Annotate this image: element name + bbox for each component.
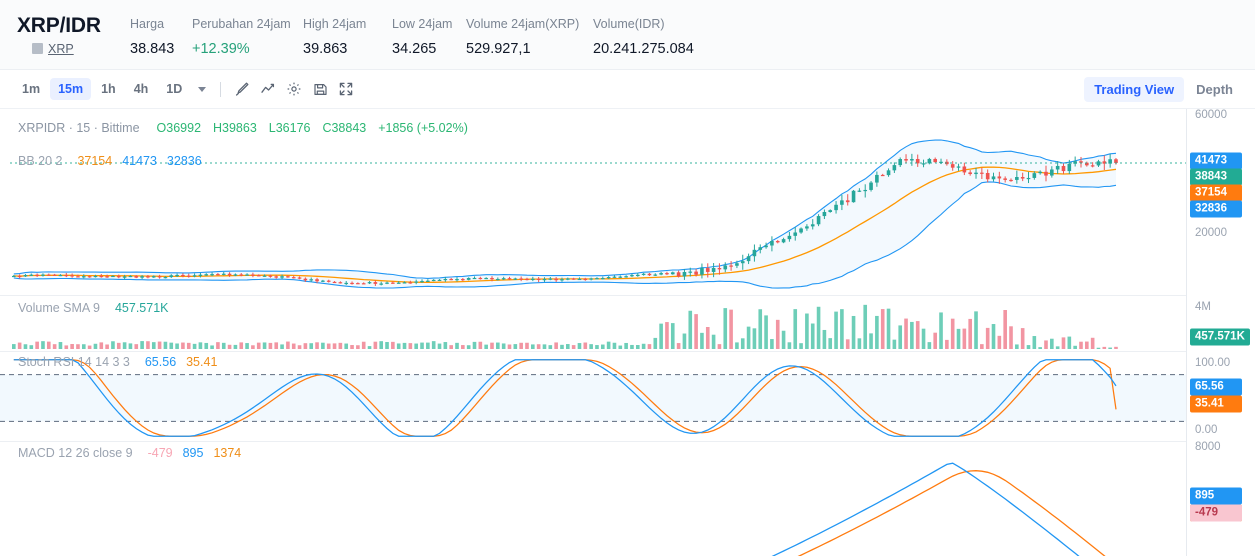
axis-price-badge: 38843 xyxy=(1190,168,1242,186)
axis-tick: 0.00 xyxy=(1195,424,1218,436)
legend-close-key: C xyxy=(322,121,332,135)
coin-row: XRP xyxy=(17,42,120,56)
timeframe-4h[interactable]: 4h xyxy=(133,82,149,96)
legend-high: 39863 xyxy=(222,121,257,135)
legend-stoch-name: Stoch RSI 14 14 3 3 xyxy=(18,355,130,369)
timeframe-15m[interactable]: 15m xyxy=(50,78,92,100)
legend-macd-signal: 895 xyxy=(182,446,204,460)
axis-price-badge: 41473 xyxy=(1190,152,1242,170)
legend-stoch-d: 35.41 xyxy=(186,355,218,369)
stat-label: Volume 24jam(XRP) xyxy=(466,16,580,31)
view-tab-depth[interactable]: Depth xyxy=(1196,81,1233,97)
axis-price-badge: 35.41 xyxy=(1190,395,1242,413)
toolbar-divider xyxy=(220,81,222,97)
legend-bb-mid: 37154 xyxy=(77,154,113,168)
axis-tick: 60000 xyxy=(1195,109,1227,121)
legend-price: XRPIDR · 15 · Bittime O36992 H39863 L361… xyxy=(18,121,468,136)
timeframe-1h[interactable]: 1h xyxy=(101,82,116,96)
axis-tick: 4M xyxy=(1195,301,1211,313)
legend-bb-upper: 41473 xyxy=(122,154,157,168)
timeframe-1m[interactable]: 1m xyxy=(22,82,41,96)
legend-bb-name: BB 20 2 xyxy=(18,154,63,168)
price-axis[interactable]: 60000 20000 4M 100.00 0.00 8000 41473 38843 3715… xyxy=(1186,109,1255,556)
stat-value: 39.863 xyxy=(303,40,348,57)
stat-label: Low 24jam xyxy=(392,16,453,31)
stat-value: 20.241.275.084 xyxy=(593,40,694,57)
stat-label: Perubahan 24jam xyxy=(192,16,291,31)
legend-bb-lower: 32836 xyxy=(166,154,202,168)
legend-high-key: H xyxy=(213,121,223,135)
legend-open: 36992 xyxy=(166,121,202,135)
axis-price-badge: -479 xyxy=(1190,504,1242,522)
legend-low: 36176 xyxy=(275,121,311,135)
stat-label: High 24jam xyxy=(303,16,367,31)
page-title: XRP/IDR xyxy=(17,13,101,37)
legend-change: +1856 (+5.02%) xyxy=(378,121,468,135)
pane-divider-stoch xyxy=(0,351,1186,352)
chart-toolbar: 1m 15m 1h 4h 1D xyxy=(0,70,1255,109)
fullscreen-icon[interactable] xyxy=(333,77,359,101)
market-stats: Harga 38.843 Perubahan 24jam +12.39% High 24… xyxy=(120,0,1255,70)
pane-divider-volume xyxy=(0,295,1186,296)
view-tab-trading-view[interactable]: Trading View xyxy=(1084,76,1185,102)
axis-price-badge: 895 xyxy=(1190,487,1242,505)
stat-0: Harga 38.843 xyxy=(130,16,174,58)
axis-price-badge: 32836 xyxy=(1190,200,1242,218)
legend-stoch-rsi[interactable]: Stoch RSI 14 14 3 3 65.56 35.41 xyxy=(18,355,217,370)
legend-stoch-k: 65.56 xyxy=(144,355,177,369)
stat-5: Volume(IDR) 20.241.275.084 xyxy=(593,16,694,58)
axis-price-badge: 37154 xyxy=(1190,184,1242,202)
draw-pen-icon[interactable] xyxy=(229,77,255,101)
chart-canvas xyxy=(0,139,1186,556)
chevron-down-icon[interactable] xyxy=(198,86,207,92)
stat-1: Perubahan 24jam +12.39% xyxy=(192,16,291,58)
axis-tick: 8000 xyxy=(1195,441,1221,453)
legend-open-key: O xyxy=(156,121,167,135)
legend-macd[interactable]: MACD 12 26 close 9 -479 895 1374 xyxy=(18,446,241,461)
legend-macd-name: MACD 12 26 close 9 xyxy=(18,446,133,460)
coin-link[interactable]: XRP xyxy=(48,41,74,56)
stat-value: 34.265 xyxy=(392,40,437,57)
legend-volume-value: 457.571K xyxy=(114,301,169,315)
stat-4: Volume 24jam(XRP) 529.927,1 xyxy=(466,16,579,58)
gear-icon[interactable] xyxy=(281,77,307,101)
legend-volume[interactable]: Volume SMA 9 457.571K xyxy=(18,301,169,316)
save-icon[interactable] xyxy=(307,77,333,101)
stat-value: 38.843 xyxy=(130,40,175,57)
timeframe-1D[interactable]: 1D xyxy=(166,82,183,96)
stat-value: 529.927,1 xyxy=(466,40,531,57)
pair-block: XRP/IDR XRP xyxy=(0,14,120,56)
legend-macd-hist: -479 xyxy=(147,446,173,460)
legend-volume-name: Volume SMA 9 xyxy=(18,301,100,315)
stat-value: +12.39% xyxy=(192,40,250,57)
stat-2: High 24jam 39.863 xyxy=(303,16,366,58)
coin-icon xyxy=(32,43,43,54)
legend-close: 38843 xyxy=(331,121,367,135)
stat-label: Harga xyxy=(130,16,165,31)
stat-label: Volume(IDR) xyxy=(593,16,665,31)
axis-tick: 20000 xyxy=(1195,227,1227,239)
axis-price-badge: 65.56 xyxy=(1190,378,1242,396)
view-tabs: Trading View Depth xyxy=(1084,76,1255,102)
axis-tick: 100.00 xyxy=(1195,357,1231,369)
market-header: XRP/IDR XRP Harga 38.843 Perubahan 24jam +1… xyxy=(0,0,1255,70)
axis-price-badge: 457.571K xyxy=(1190,328,1250,346)
legend-macd-value: 1374 xyxy=(213,446,242,460)
legend-bollinger[interactable]: BB 20 2 37154 41473 32836 xyxy=(18,154,202,169)
line-chart-icon[interactable] xyxy=(255,77,281,101)
legend-low-key: L xyxy=(268,121,276,135)
stat-3: Low 24jam 34.265 xyxy=(392,16,452,58)
timeframe-group: 1m 15m 1h 4h 1D xyxy=(0,78,190,100)
legend-symbol: XRPIDR · 15 · Bittime xyxy=(18,121,140,135)
chart-plot[interactable]: XRPIDR · 15 · Bittime O36992 H39863 L361… xyxy=(0,109,1186,556)
chart-area: XRPIDR · 15 · Bittime O36992 H39863 L361… xyxy=(0,109,1255,556)
pane-divider-macd xyxy=(0,441,1186,442)
